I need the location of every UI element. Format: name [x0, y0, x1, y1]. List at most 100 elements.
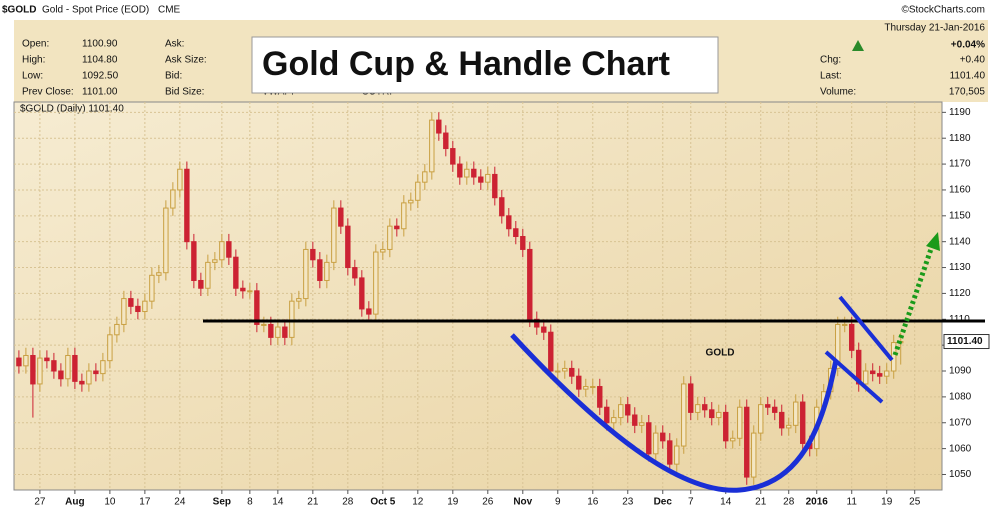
x-tick-label: 28 — [783, 497, 795, 508]
candle-body — [317, 259, 323, 281]
candle-body — [352, 267, 358, 279]
candle-body — [604, 406, 610, 424]
field-label: Ask Size: — [165, 55, 207, 66]
x-tick-label: Oct 5 — [370, 497, 395, 508]
candle-body — [240, 287, 246, 292]
y-tick-label: 1050 — [949, 469, 972, 480]
field-label: Chg: — [820, 55, 841, 66]
x-tick-label: Sep — [213, 497, 231, 508]
candle-body — [625, 404, 631, 416]
x-tick-label: Nov — [513, 497, 532, 508]
instrument-name: Gold - Spot Price (EOD) — [42, 5, 149, 16]
x-tick-label: Dec — [654, 497, 673, 508]
candle-body — [296, 298, 302, 302]
field-label: High: — [22, 55, 45, 66]
candle-body — [275, 326, 281, 338]
candle-body — [310, 248, 316, 261]
x-tick-label: Aug — [65, 497, 84, 508]
symbol: $GOLD — [2, 5, 36, 16]
candle-body — [772, 406, 778, 413]
candle-body — [58, 370, 64, 380]
candle-body — [758, 404, 764, 434]
candle-body — [219, 241, 225, 261]
candle-body — [576, 375, 582, 390]
field-label: Last: — [820, 71, 842, 82]
price-tag: 1101.40 — [943, 334, 990, 350]
annotation: GOLD — [706, 348, 735, 359]
y-tick-label: 1110 — [949, 314, 970, 325]
candle-body — [653, 432, 659, 455]
candle-body — [93, 370, 99, 375]
field-value: 1104.80 — [82, 55, 118, 66]
candle-body — [282, 326, 288, 338]
up-triangle — [852, 40, 864, 51]
y-tick-label: 1070 — [949, 417, 972, 428]
candle-body — [744, 406, 750, 478]
candle-body — [128, 298, 134, 307]
candle-body — [709, 409, 715, 419]
change-pct: +0.04% — [951, 40, 985, 51]
candle-body — [198, 279, 204, 289]
candle-body — [674, 445, 680, 465]
field-value: 1100.90 — [82, 39, 118, 50]
candle-body — [163, 207, 169, 274]
y-tick-label: 1060 — [949, 443, 972, 454]
field-label: Bid: — [165, 71, 182, 82]
candle-body — [373, 251, 379, 315]
candle-body — [618, 404, 624, 419]
candle-body — [65, 354, 71, 380]
candle-body — [170, 189, 176, 209]
candle-body — [688, 383, 694, 413]
x-tick-label: 12 — [412, 497, 424, 508]
candle-body — [303, 248, 309, 300]
candle-body — [191, 241, 197, 281]
candle-body — [513, 228, 519, 238]
candle-body — [401, 202, 407, 230]
cup-curve — [510, 333, 839, 493]
x-tick-label: 17 — [139, 497, 151, 508]
handle-upper — [838, 295, 894, 362]
candle-body — [646, 422, 652, 455]
candle-body — [471, 168, 477, 178]
candle-body — [226, 241, 232, 258]
candle-body — [79, 380, 85, 385]
x-tick-label: 23 — [622, 497, 634, 508]
x-tick-label: 24 — [174, 497, 186, 508]
price-tag-box — [943, 334, 990, 350]
candle-body — [331, 207, 337, 263]
candle-body — [212, 259, 218, 263]
candle-body — [779, 411, 785, 429]
x-tick-label: 19 — [881, 497, 893, 508]
candle-body — [72, 354, 78, 382]
candle-body — [723, 411, 729, 442]
y-tick-label: 1120 — [949, 288, 971, 299]
x-tick-label: 2016 — [806, 497, 829, 508]
candle-body — [856, 349, 862, 385]
candle-body — [835, 323, 841, 369]
candle-body — [233, 256, 239, 289]
y-tick-label: 1170 — [949, 159, 971, 170]
candle-body — [121, 298, 127, 325]
candle-body — [86, 370, 92, 385]
candle-body — [177, 168, 183, 191]
candle-body — [842, 323, 848, 326]
y-tick-label: 1190 — [949, 107, 971, 118]
candle-body — [639, 422, 645, 426]
candle-body — [737, 406, 743, 439]
candle-body — [114, 323, 120, 336]
field-value: 1101.00 — [82, 87, 118, 98]
candle-body — [562, 367, 568, 372]
candle-body — [870, 370, 876, 375]
candle-body — [583, 386, 589, 390]
candle-body — [478, 176, 484, 183]
title-box — [251, 36, 719, 94]
candle-body — [765, 404, 771, 408]
candle-body — [520, 236, 526, 250]
candle-body — [450, 148, 456, 165]
candle-body — [786, 424, 792, 429]
candle-body — [23, 354, 29, 367]
candle-body — [534, 318, 540, 328]
x-tick-label: 7 — [688, 497, 694, 508]
candle-body — [660, 432, 666, 442]
candle-body — [632, 414, 638, 426]
